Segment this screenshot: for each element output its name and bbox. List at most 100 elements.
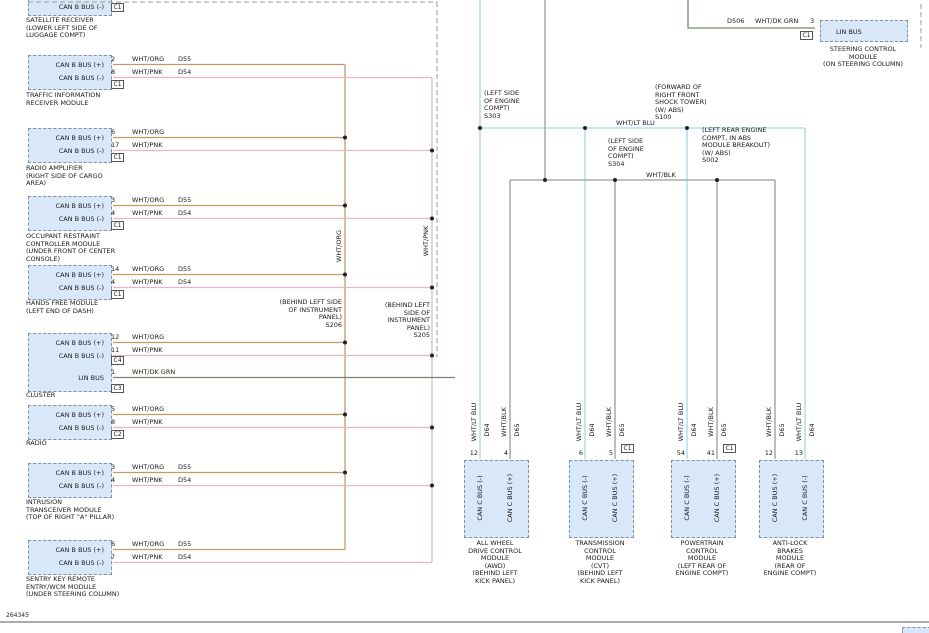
wire-color-label: WHT/ORG	[132, 405, 165, 413]
pin-number: 41	[706, 449, 715, 457]
module-caption-traffic-information-receiver: TRAFFIC INFORMATION RECEIVER MODULE	[26, 91, 101, 107]
module-box-traffic-information-receiver: CAN B BUS (+) CAN B BUS (-)	[28, 55, 112, 90]
bus-row-label: CAN B BUS (-)	[58, 352, 104, 360]
wire-color-label: WHT/BLK	[765, 407, 773, 437]
circuit-code-label: D54	[178, 68, 192, 76]
bus-row-label: CAN B BUS (-)	[58, 559, 104, 567]
pin-number: 5	[608, 449, 613, 457]
splice-callout-s303: (LEFT SIDE OF ENGINE COMPT) S303	[484, 89, 520, 120]
bus-row-label: CAN B BUS (+)	[55, 202, 104, 210]
pin-number: 12	[764, 449, 773, 457]
module-caption-anti-lock-brakes: ANTI-LOCK BRAKES MODULE (REAR OF ENGINE …	[763, 539, 817, 577]
pin-number: 2	[111, 55, 116, 63]
wire-color-label: WHT/ORG	[132, 196, 165, 204]
splice-callout-s002: (LEFT REAR ENGINE COMPT, IN ABS MODULE B…	[702, 126, 771, 164]
can-c-wht-lt-blu-wires	[479, 0, 806, 459]
bus-label-wht-org: WHT/ORG	[335, 229, 343, 263]
circuit-code-label: D54	[178, 209, 192, 217]
module-caption-cluster: CLUSTER	[26, 391, 56, 399]
module-box-hands-free: CAN B BUS (+) CAN B BUS (-)	[28, 265, 112, 300]
module-caption-satellite-receiver: SATELLITE RECEIVER (LOWER LEFT SIDE OF L…	[26, 16, 98, 39]
connector-tag: C1	[621, 444, 635, 453]
pin-number: 11	[111, 346, 120, 354]
bus-label-wht-blk: WHT/BLK	[646, 171, 676, 179]
connector-tag: C4	[111, 356, 125, 365]
circuit-code-label: D55	[178, 265, 192, 273]
pin-number: 6	[111, 540, 116, 548]
module-box-powertrain-control	[671, 460, 736, 538]
wire-color-label: WHT/DK GRN	[755, 17, 799, 25]
wire-color-label: WHT/PNK	[132, 209, 163, 217]
diagram-number: 264345	[6, 612, 29, 619]
pin-number: 3	[111, 463, 116, 471]
circuit-code-label: D54	[178, 278, 192, 286]
circuit-code-label: D55	[178, 196, 192, 204]
bus-label-wht-pnk: WHT/PNK	[422, 225, 430, 257]
bus-row-label: CAN B BUS (-)	[58, 147, 104, 155]
pin-number: 4	[111, 476, 116, 484]
pin-number: 7	[111, 553, 116, 561]
wire-color-label: WHT/PNK	[132, 68, 163, 76]
wire-color-label: WHT/BLK	[707, 407, 715, 437]
circuit-code-label: D64	[808, 423, 816, 437]
bus-row-label: CAN C BUS (+)	[506, 473, 514, 523]
circuit-code-label: D65	[618, 423, 626, 437]
module-box-occupant-restraint-controller: CAN B BUS (+) CAN B BUS (-)	[28, 196, 112, 231]
partial-module-box	[902, 627, 929, 633]
circuit-code-label: D54	[178, 553, 192, 561]
bus-row-label: CAN C BUS (+)	[771, 473, 779, 523]
wire-color-label: WHT/ORG	[132, 128, 165, 136]
splice-callout-s100: (FORWARD OF RIGHT FRONT SHOCK TOWER) (W/…	[655, 83, 707, 121]
module-caption-powertrain-control: POWERTRAIN CONTROL MODULE (LEFT REAR OF …	[675, 539, 729, 577]
wire-color-label: WHT/PNK	[132, 346, 163, 354]
circuit-code-label: D55	[178, 55, 192, 63]
wire-color-label: WHT/ORG	[132, 55, 165, 63]
bus-row-label: LIN BUS	[78, 374, 104, 382]
wire-color-label: WHT/PNK	[132, 418, 163, 426]
module-caption-radio-amplifier: RADIO AMPLIFIER (RIGHT SIDE OF CARGO ARE…	[26, 164, 103, 187]
pin-number: 17	[111, 141, 120, 149]
bus-row-label: CAN B BUS (+)	[55, 469, 104, 477]
can-c-wht-blk-wires	[509, 0, 776, 459]
wire-color-label: WHT/LT BLU	[677, 402, 685, 442]
splice-callout-s205: (BEHIND LEFT SIDE OF INSTRUMENT PANEL) S…	[384, 301, 430, 339]
connector-tag: C1	[111, 153, 125, 162]
bus-row-label: LIN BUS	[836, 28, 862, 36]
circuit-code-label: D54	[178, 476, 192, 484]
wire-color-label: WHT/LT BLU	[575, 402, 583, 442]
module-caption-hands-free: HANDS FREE MODULE (LEFT END OF DASH)	[26, 299, 99, 315]
pin-number: 3	[810, 17, 815, 25]
pin-number: 6	[111, 128, 116, 136]
bus-row-label: CAN B BUS (-)	[58, 215, 104, 223]
wire-color-label: WHT/LT BLU	[795, 402, 803, 442]
module-box-intrusion-transceiver: CAN B BUS (+) CAN B BUS (-)	[28, 463, 112, 498]
bus-row-label: CAN C BUS (+)	[611, 473, 619, 523]
wire-color-label: WHT/PNK	[132, 141, 163, 149]
pin-number: 8	[111, 418, 116, 426]
wire-color-label: WHT/DK GRN	[132, 368, 176, 376]
bus-row-label: CAN B BUS (+)	[55, 411, 104, 419]
bus-row-label: CAN B BUS (-)	[58, 284, 104, 292]
lin-bus-wht-dk-grn-wires	[113, 0, 815, 379]
connector-tag: C1	[111, 221, 125, 230]
pin-number: 4	[111, 278, 116, 286]
splice-callout-s206: (BEHIND LEFT SIDE OF INSTRUMENT PANEL) S…	[279, 298, 342, 329]
module-box-cluster: CAN B BUS (+) CAN B BUS (-) LIN BUS	[28, 333, 112, 392]
wire-color-label: WHT/ORG	[132, 540, 165, 548]
pin-number: 8	[111, 68, 116, 76]
pin-number: 4	[503, 449, 508, 457]
module-caption-intrusion-transceiver: INTRUSION TRANSCEIVER MODULE (TOP OF RIG…	[26, 498, 115, 521]
wire-color-label: WHT/PNK	[132, 278, 163, 286]
bus-row-label: CAN B BUS (+)	[55, 134, 104, 142]
splice-callout-s304: (LEFT SIDE OF ENGINE COMPT) S304	[608, 137, 644, 168]
circuit-code-label: D65	[720, 423, 728, 437]
module-caption-radio: RADIO	[26, 439, 47, 447]
circuit-code-label: D65	[513, 423, 521, 437]
wire-color-label: WHT/PNK	[132, 553, 163, 561]
bus-row-label: CAN B BUS (+)	[55, 61, 104, 69]
bus-row-label: CAN B BUS (+)	[55, 546, 104, 554]
module-caption-awd-control: ALL WHEEL DRIVE CONTROL MODULE (AWD) (BE…	[468, 539, 522, 585]
connector-tag: C2	[111, 430, 125, 439]
circuit-code-label: D65	[778, 423, 786, 437]
